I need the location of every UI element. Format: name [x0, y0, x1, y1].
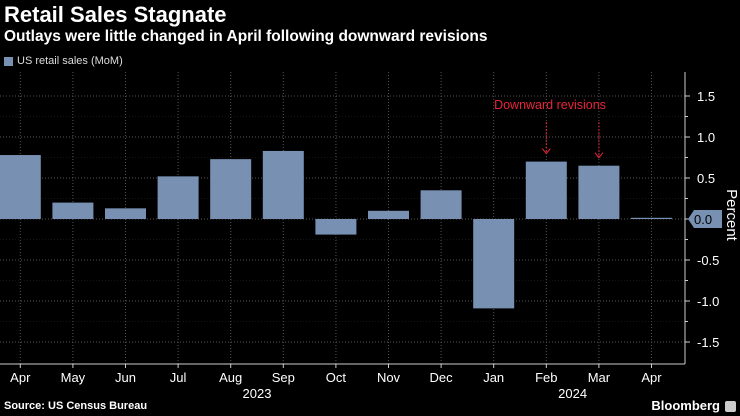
- bar-may: [52, 202, 94, 219]
- x-tick-label: Jul: [170, 370, 187, 385]
- x-tick-label: Oct: [326, 370, 347, 385]
- chart-title: Retail Sales Stagnate: [4, 2, 227, 27]
- last-value-label: 0.0: [694, 212, 712, 227]
- legend-swatch: [4, 56, 13, 66]
- bar-jul: [157, 176, 199, 219]
- annotation-arrow-head: [594, 152, 604, 159]
- bloomberg-icon: [725, 401, 736, 412]
- x-tick-label: Aug: [219, 370, 242, 385]
- bar-jun: [105, 208, 146, 219]
- x-tick-label: Dec: [430, 370, 454, 385]
- year-label: 2024: [558, 386, 587, 401]
- bar-apr: [0, 155, 41, 219]
- legend-label: US retail sales (MoM): [17, 55, 123, 67]
- x-tick-label: Feb: [535, 370, 557, 385]
- y-axis-title: Percent: [723, 189, 740, 242]
- year-label: 2023: [243, 386, 272, 401]
- y-tick-label: -0.5: [697, 253, 719, 268]
- x-tick-label: Mar: [588, 370, 611, 385]
- y-tick-label: 1.5: [697, 89, 715, 104]
- last-value-tag: [688, 210, 722, 228]
- annotation-label: Downward revisions: [494, 98, 606, 112]
- bar-jan: [473, 219, 515, 309]
- annotation-arrow-head: [541, 148, 551, 155]
- y-tick-label: 1.0: [697, 130, 715, 145]
- bar-oct: [315, 219, 357, 235]
- bar-dec: [420, 190, 462, 219]
- x-tick-label: Jun: [115, 370, 136, 385]
- bar-aug: [210, 159, 252, 219]
- chart-subtitle: Outlays were little changed in April fol…: [4, 28, 488, 45]
- bar-nov: [368, 210, 409, 219]
- x-tick-label: Nov: [377, 370, 401, 385]
- bloomberg-logo: Bloomberg: [651, 398, 720, 413]
- x-tick-label: Apr: [10, 370, 31, 385]
- bar-sep: [262, 150, 304, 219]
- y-tick-label: 0.5: [697, 171, 715, 186]
- legend: US retail sales (MoM): [4, 55, 123, 67]
- x-tick-label: May: [61, 370, 86, 385]
- source-note: Source: US Census Bureau: [4, 400, 148, 412]
- bar-feb: [525, 161, 567, 219]
- y-tick-label: -1.5: [697, 335, 719, 350]
- y-tick-label: -1.0: [697, 294, 719, 309]
- bar-mar: [578, 165, 620, 219]
- x-tick-label: Jan: [483, 370, 504, 385]
- x-tick-label: Apr: [641, 370, 662, 385]
- x-tick-label: Sep: [272, 370, 295, 385]
- bar-apr: [631, 217, 672, 219]
